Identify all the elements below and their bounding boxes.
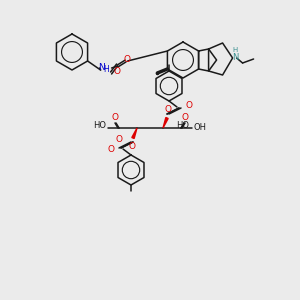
Text: O: O xyxy=(164,105,172,114)
Text: O: O xyxy=(113,68,120,76)
Text: O: O xyxy=(185,101,192,110)
Text: HO: HO xyxy=(176,122,189,130)
Text: H: H xyxy=(232,47,237,53)
Text: O: O xyxy=(108,146,115,154)
Text: O: O xyxy=(112,113,118,122)
Polygon shape xyxy=(163,118,168,128)
Text: O: O xyxy=(182,113,188,122)
Text: O: O xyxy=(116,135,122,144)
Text: H: H xyxy=(103,64,109,74)
Text: HO: HO xyxy=(93,122,106,130)
Text: O: O xyxy=(123,55,130,64)
Text: N: N xyxy=(99,64,105,73)
Text: OH: OH xyxy=(193,124,206,133)
Polygon shape xyxy=(132,128,137,139)
Text: N: N xyxy=(232,52,239,62)
Text: O: O xyxy=(128,142,136,151)
